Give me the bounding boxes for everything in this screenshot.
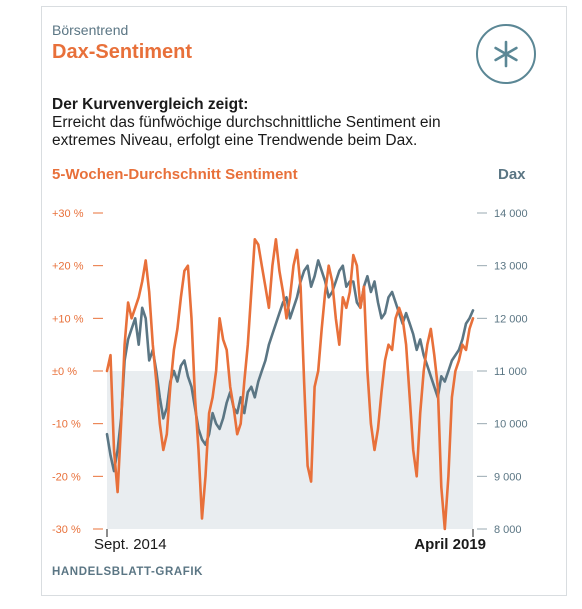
y-right-tick-label: 13 000 (494, 261, 528, 273)
y-right-tick-label: 14 000 (494, 208, 528, 220)
y-left-tick-label: +30 % (52, 208, 84, 220)
y-left-tick-label: +20 % (52, 261, 84, 273)
kicker-label: Börsentrend (52, 22, 129, 38)
asterisk-icon (476, 24, 536, 84)
dax-line (105, 259, 475, 473)
y-left-tick-label: +10 % (52, 313, 84, 325)
y-right-tick-label: 11 000 (494, 366, 527, 378)
y-left-tick-label: ±0 % (52, 366, 77, 378)
y-right-tick-label: 10 000 (494, 419, 528, 431)
y-left-tick-label: -30 % (52, 524, 81, 536)
graphic-title: Dax-Sentiment (52, 41, 193, 63)
y-left-tick-label: -10 % (52, 419, 81, 431)
lead-text-line-1: Erreicht das fünfwöchige durchschnittlic… (52, 114, 441, 131)
y-right-tick-label: 12 000 (494, 313, 528, 325)
y-right-tick-label: 8 000 (494, 524, 522, 536)
legend-sentiment: 5-Wochen-Durchschnitt Sentiment (52, 166, 298, 183)
x-start-label: Sept. 2014 (94, 536, 167, 553)
x-end-label: April 2019 (414, 536, 486, 553)
y-left-tick-label: -20 % (52, 471, 81, 483)
legend-dax: Dax (498, 166, 526, 183)
y-right-tick-label: 9 000 (494, 471, 522, 483)
sentiment-line (105, 238, 475, 531)
source-credit: HANDELSBLATT-GRAFIK (52, 566, 204, 578)
lead-heading: Der Kurvenvergleich zeigt: (52, 96, 249, 113)
lead-text-line-2: extremes Niveau, erfolgt eine Trendwende… (52, 132, 418, 149)
graphic-frame (41, 6, 567, 596)
